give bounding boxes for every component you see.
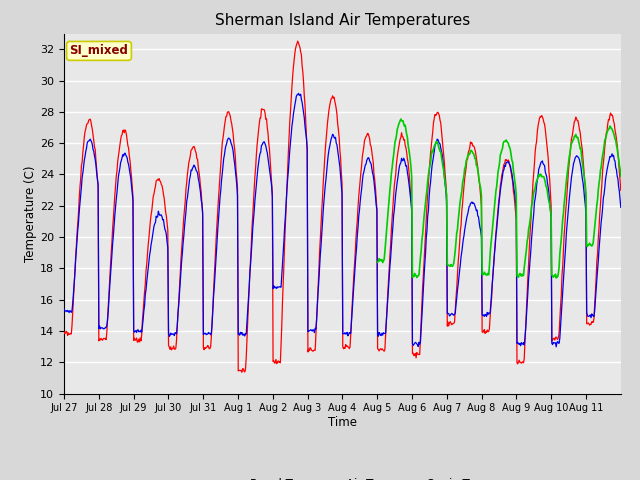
Text: SI_mixed: SI_mixed bbox=[70, 44, 129, 58]
Title: Sherman Island Air Temperatures: Sherman Island Air Temperatures bbox=[215, 13, 470, 28]
Legend: Panel T, Air T, Sonic T: Panel T, Air T, Sonic T bbox=[211, 473, 474, 480]
Y-axis label: Temperature (C): Temperature (C) bbox=[24, 165, 37, 262]
X-axis label: Time: Time bbox=[328, 416, 357, 429]
